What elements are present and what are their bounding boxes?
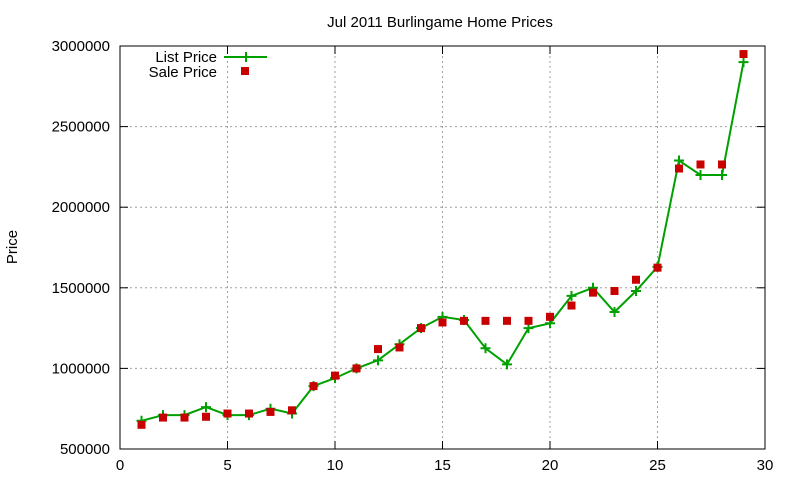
sale-price-point <box>202 412 210 421</box>
sale-price-point <box>610 287 619 296</box>
series <box>136 50 749 429</box>
legend-marker-sale-price <box>241 67 249 75</box>
sale-price-point <box>180 413 189 422</box>
legend: List Price Sale Price <box>149 49 267 81</box>
legend-label-sale-price: Sale Price <box>149 64 217 81</box>
list-price-point <box>201 402 211 413</box>
sale-price-point <box>546 312 554 321</box>
list-price-point <box>502 359 512 370</box>
sale-price-point <box>739 50 748 59</box>
sale-price-point <box>632 275 640 284</box>
sale-price-point <box>245 409 253 418</box>
y-tick-label: 500000 <box>60 441 110 458</box>
list-price-point <box>717 169 727 180</box>
list-price-point <box>695 169 706 180</box>
sale-price-point <box>137 420 146 429</box>
list-price-point <box>566 290 577 301</box>
axis-ticks <box>119 45 766 450</box>
sale-price-point <box>223 409 232 418</box>
x-tick-label: 15 <box>434 457 451 474</box>
sale-price-point <box>309 382 318 391</box>
sale-price-point <box>417 324 425 333</box>
legend-marker-list-price <box>241 52 251 62</box>
y-tick-label: 2000000 <box>52 199 110 216</box>
list-price-point <box>373 355 383 366</box>
y-tick-label: 1500000 <box>52 280 110 297</box>
grid <box>120 46 765 449</box>
y-tick-label: 2500000 <box>52 119 110 136</box>
y-axis-title: Price <box>4 230 21 264</box>
sale-price-point <box>438 318 447 327</box>
x-tick-label: 5 <box>223 457 231 474</box>
sale-price-point <box>524 316 533 325</box>
x-tick-label: 20 <box>542 457 559 474</box>
sale-price-point <box>395 343 404 352</box>
list-price-point <box>738 57 749 68</box>
sale-price-point <box>481 316 490 325</box>
sale-price-point <box>460 316 468 325</box>
sale-price-point <box>503 316 511 325</box>
list-price-point <box>480 343 491 354</box>
sale-price-point <box>352 364 361 373</box>
sale-price-point <box>288 406 296 415</box>
sale-price-point <box>266 407 275 416</box>
sale-price-point <box>675 164 683 173</box>
sale-price-point <box>696 160 705 169</box>
legend-label-list-price: List Price <box>155 49 217 66</box>
sale-price-point <box>567 301 576 310</box>
sale-price-point <box>653 263 662 272</box>
y-tick-label: 1000000 <box>52 360 110 377</box>
sale-price-point <box>374 345 382 354</box>
sale-price-point <box>718 160 726 169</box>
x-tick-label: 25 <box>649 457 666 474</box>
x-tick-label: 30 <box>757 457 774 474</box>
sale-price-point <box>159 413 167 422</box>
list-price-point <box>609 306 620 317</box>
y-tick-label: 3000000 <box>52 38 110 55</box>
sale-price-point <box>589 288 597 297</box>
sale-price-point <box>331 371 339 380</box>
list-price-point <box>631 286 641 297</box>
chart-title: Jul 2011 Burlingame Home Prices <box>327 14 553 31</box>
axis-labels: 500000 1000000 1500000 2000000 2500000 300000… <box>52 38 774 474</box>
x-tick-label: 10 <box>327 457 344 474</box>
x-tick-label: 0 <box>116 457 124 474</box>
list-price-point <box>674 155 684 166</box>
